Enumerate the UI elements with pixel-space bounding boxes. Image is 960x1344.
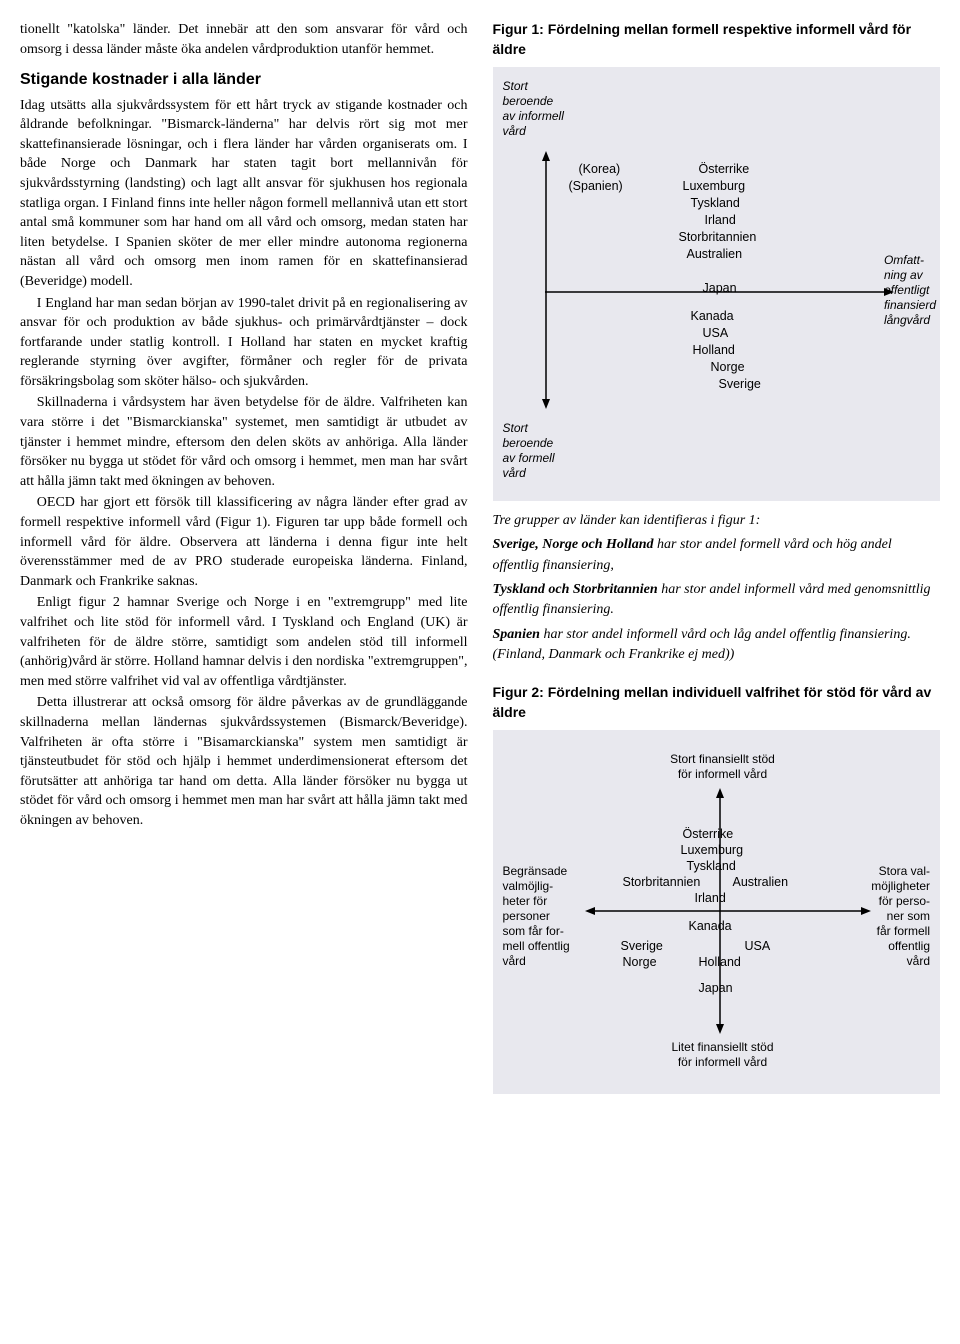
fig1-country-usa: USA — [703, 325, 729, 343]
figure1-box: Stort beroende av informell vård (Korea)… — [493, 67, 941, 501]
fig1-country-korea: (Korea) — [579, 161, 621, 179]
fig1-country-spanien: (Spanien) — [569, 178, 623, 196]
fig1-country-irland: Irland — [705, 212, 736, 230]
section-heading: Stigande kostnader i alla länder — [20, 69, 468, 91]
fig1-country-tyskland: Tyskland — [691, 195, 740, 213]
fig2-country-norge: Norge — [623, 954, 657, 972]
fig1-caption: Tre grupper av länder kan identifieras i… — [493, 511, 941, 665]
fig1-axis-bottom: Stort beroende av formell vård — [503, 421, 931, 481]
fig2-axis-right: Stora val- möjligheter för perso- ner so… — [852, 864, 930, 969]
figure2-box: Stort finansiellt stöd för informell vår… — [493, 730, 941, 1094]
intro-para: tionellt "katolska" länder. Det innebär … — [20, 20, 468, 59]
fig2-country-holland: Holland — [699, 954, 741, 972]
fig1-country-kanada: Kanada — [691, 308, 734, 326]
fig2-country-osterrike: Österrike — [683, 826, 734, 844]
fig2-horizontal-axis-icon — [583, 904, 873, 918]
fig2-chart: Stort finansiellt stöd för informell vår… — [503, 748, 931, 1068]
fig1-caption-g1: Sverige, Norge och Holland har stor ande… — [493, 535, 941, 576]
fig2-axis-left: Begränsade valmöjlig- heter för personer… — [503, 864, 583, 969]
fig1-country-sverige: Sverige — [719, 376, 761, 394]
fig1-country-storbritannien: Storbritannien — [679, 229, 757, 247]
body-para-4: OECD har gjort ett försök till klassific… — [20, 493, 468, 591]
fig1-country-osterrike: Österrike — [699, 161, 750, 179]
body-para-6: Detta illustrerar att också omsorg för ä… — [20, 693, 468, 830]
figure1-title: Figur 1: Fördelning mellan formell respe… — [493, 20, 941, 59]
fig2-country-australien: Australien — [733, 874, 789, 892]
fig2-country-luxemburg: Luxemburg — [681, 842, 744, 860]
fig1-axis-right: Omfatt- ning av offentligt finansierd lå… — [884, 253, 936, 328]
fig1-caption-intro: Tre grupper av länder kan identifieras i… — [493, 511, 941, 531]
fig1-axis-top: Stort beroende av informell vård — [503, 79, 931, 139]
fig2-country-usa: USA — [745, 938, 771, 956]
fig1-country-luxemburg: Luxemburg — [683, 178, 746, 196]
fig2-country-irland: Irland — [695, 890, 726, 908]
body-para-2: I England har man sedan början av 1990-t… — [20, 294, 468, 392]
fig2-country-sverige: Sverige — [621, 938, 663, 956]
body-para-5: Enligt figur 2 hamnar Sverige och Norge … — [20, 593, 468, 691]
fig1-chart: (Korea) (Spanien) Österrike Luxemburg Ty… — [521, 145, 931, 415]
body-para-3: Skillnaderna i vårdsystem har även betyd… — [20, 393, 468, 491]
fig1-caption-g2: Tyskland och Storbritannien har stor and… — [493, 580, 941, 621]
left-column: tionellt "katolska" länder. Det innebär … — [20, 20, 468, 1104]
body-para-1: Idag utsätts alla sjukvårdssystem för et… — [20, 96, 468, 292]
fig1-country-australien: Australien — [687, 246, 743, 264]
fig2-country-japan: Japan — [699, 980, 733, 998]
fig2-country-storbritannien: Storbritannien — [623, 874, 701, 892]
figure2-title: Figur 2: Fördelning mellan individuell v… — [493, 683, 941, 722]
fig2-country-tyskland: Tyskland — [687, 858, 736, 876]
fig1-caption-g3: Spanien har stor andel informell vård oc… — [493, 625, 941, 666]
fig1-vertical-axis-icon — [539, 149, 553, 411]
fig2-axis-top: Stort finansiellt stöd för informell vår… — [633, 752, 813, 782]
fig1-country-japan: Japan — [703, 280, 737, 298]
right-column: Figur 1: Fördelning mellan formell respe… — [493, 20, 941, 1104]
fig2-axis-bottom: Litet finansiellt stöd för informell vår… — [633, 1040, 813, 1070]
fig1-country-holland: Holland — [693, 342, 735, 360]
fig1-country-norge: Norge — [711, 359, 745, 377]
fig2-country-kanada: Kanada — [689, 918, 732, 936]
